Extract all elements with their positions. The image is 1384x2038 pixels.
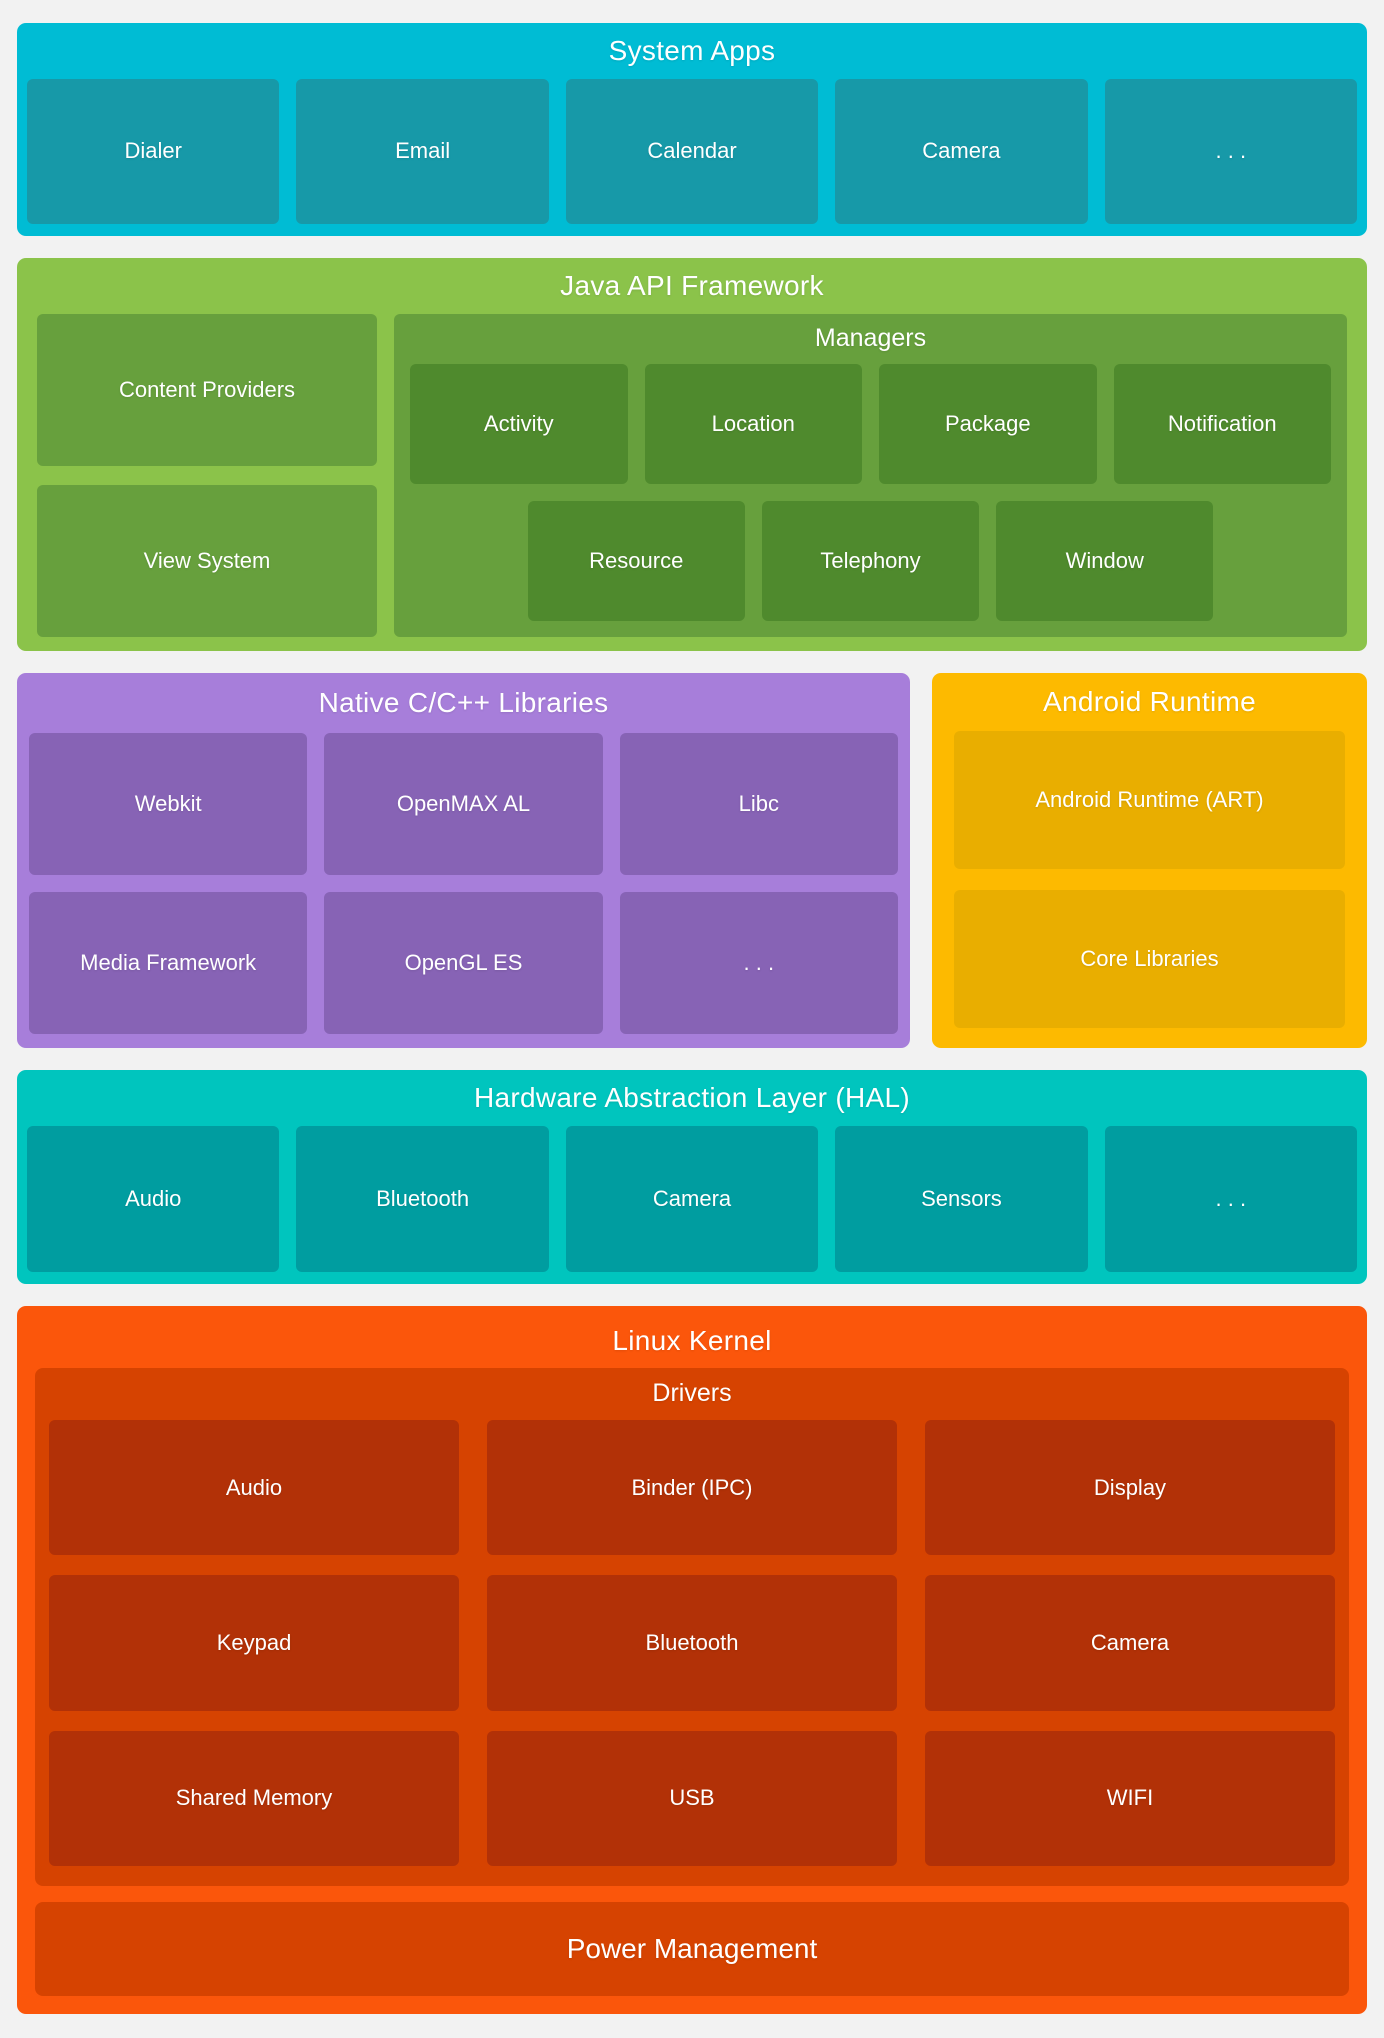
managers-title: Managers [814, 324, 927, 353]
system-app-box: Camera [835, 79, 1088, 224]
layer-system-apps: System Apps Dialer Email Calendar Camera. .… [17, 23, 1367, 236]
manager-chip: Package [879, 363, 1097, 484]
hal-box: Audio [27, 1126, 280, 1272]
android-runtime-box: Core Libraries [954, 890, 1345, 1029]
drivers-grid: Audio Binder (IPC) Display Keypad Bluetooth C… [49, 1419, 1335, 1866]
java-api-framework-title: Java API Framework [560, 269, 824, 301]
managers-row-2: Resource Telephony Window [410, 500, 1331, 622]
hal-box-row: Audio Bluetooth Camera Sensors. . . [27, 1126, 1358, 1272]
native-libraries-grid: Webkit OpenMAX AL Libc Media Framework OpenG… [29, 733, 898, 1035]
android-runtime-title: Android Runtime [1042, 686, 1257, 718]
system-app-box: Email [296, 79, 549, 224]
system-app-box: Calendar [565, 79, 819, 224]
native-library-box: OpenGL ES [324, 892, 603, 1035]
layer-native-libraries: Native C/C++ Libraries Webkit OpenMAX AL L… [17, 673, 910, 1049]
system-app-box: . . . [1104, 79, 1358, 224]
hal-box: Bluetooth [296, 1126, 549, 1272]
native-library-box: . . . [619, 892, 898, 1035]
managers-row-1: Activity Location Package Notification [410, 363, 1331, 484]
system-apps-box-row: Dialer Email Calendar Camera. . . [27, 79, 1358, 224]
drivers-group: Drivers Audio Binder (IPC) Display Keypad Bl… [35, 1367, 1349, 1886]
power-management-box: Power Management [35, 1901, 1349, 1996]
driver-box: Bluetooth [487, 1575, 897, 1711]
hal-box: . . . [1104, 1126, 1358, 1272]
system-app-box: Dialer [27, 79, 280, 224]
hal-box: Camera [565, 1126, 819, 1272]
hal-title: Hardware Abstraction Layer (HAL) [474, 1082, 910, 1114]
android-runtime-column: Android Runtime (ART) Core Libraries [954, 731, 1345, 1029]
hal-box: Sensors [835, 1126, 1088, 1272]
linux-kernel-title: Linux Kernel [612, 1324, 772, 1356]
android-runtime-box: Android Runtime (ART) [954, 731, 1345, 870]
native-library-box: Libc [619, 733, 898, 876]
layer-java-api-framework: Java API Framework Content Providers View… [17, 257, 1367, 652]
native-libraries-title: Native C/C++ Libraries [318, 687, 609, 719]
driver-box: Binder (IPC) [487, 1419, 897, 1556]
middle-row: Native C/C++ Libraries Webkit OpenMAX AL L… [17, 673, 1367, 1049]
layer-android-runtime: Android Runtime Android Runtime (ART) Cor… [932, 673, 1367, 1049]
manager-chip: Resource [527, 500, 745, 622]
native-library-box: OpenMAX AL [324, 733, 603, 876]
java-api-box: View System [37, 484, 377, 638]
driver-box: Camera [925, 1575, 1335, 1711]
manager-chip: Window [996, 500, 1214, 622]
manager-chip: Activity [410, 363, 628, 484]
driver-box: Keypad [49, 1575, 459, 1711]
java-api-content: Content Providers View System Managers Ac… [37, 313, 1347, 638]
drivers-title: Drivers [652, 1379, 732, 1408]
java-api-left-column: Content Providers View System [37, 313, 377, 638]
manager-chip: Notification [1113, 363, 1331, 484]
layer-linux-kernel: Linux Kernel Drivers Audio Binder (IPC) Di… [17, 1305, 1367, 2014]
driver-box: USB [487, 1730, 897, 1866]
managers-group: Managers Activity Location Package Notifica… [394, 313, 1347, 638]
manager-chip: Telephony [761, 500, 980, 622]
layer-hal: Hardware Abstraction Layer (HAL) Audio Bl… [17, 1070, 1367, 1284]
native-library-box: Media Framework [29, 892, 308, 1035]
manager-chip: Location [644, 363, 862, 484]
driver-box: WIFI [925, 1730, 1335, 1866]
native-library-box: Webkit [29, 733, 308, 876]
system-apps-title: System Apps [608, 35, 776, 66]
driver-box: Display [925, 1419, 1335, 1556]
java-api-box: Content Providers [37, 313, 377, 466]
driver-box: Shared Memory [49, 1730, 459, 1866]
driver-box: Audio [49, 1419, 459, 1556]
